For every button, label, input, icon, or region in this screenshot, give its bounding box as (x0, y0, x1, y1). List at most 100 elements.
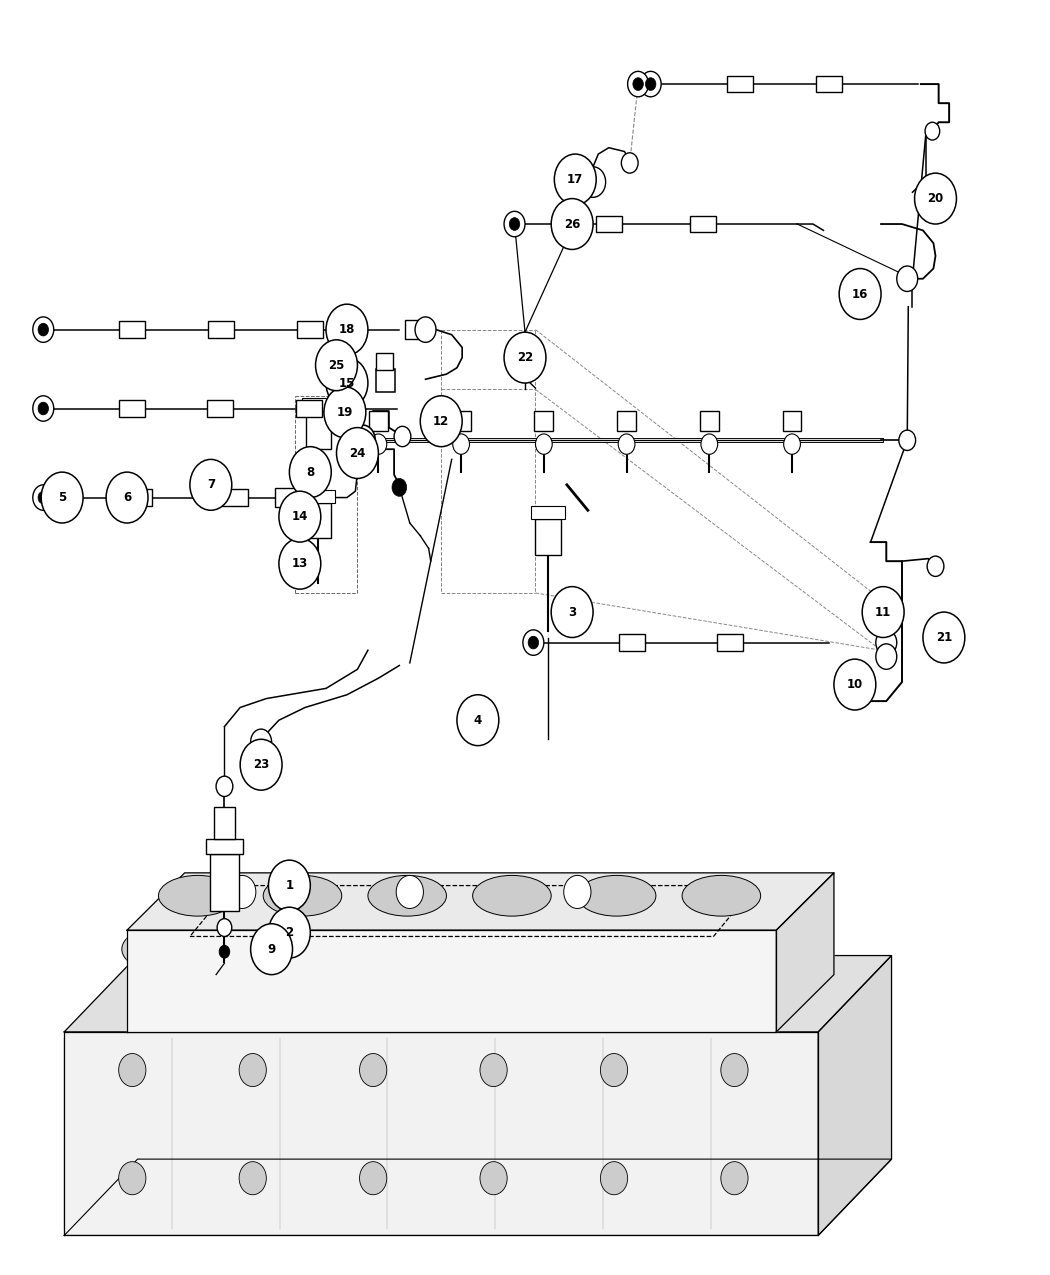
Circle shape (564, 876, 591, 909)
Circle shape (640, 71, 662, 97)
Text: 12: 12 (433, 414, 449, 427)
Bar (296, 400, 322, 417)
Circle shape (106, 472, 148, 523)
Circle shape (618, 434, 635, 454)
Bar (119, 400, 145, 417)
Circle shape (876, 630, 897, 655)
Circle shape (269, 861, 311, 912)
Circle shape (899, 430, 916, 450)
Bar (297, 321, 323, 338)
Polygon shape (127, 929, 776, 1031)
Bar (275, 488, 304, 507)
Text: 2: 2 (286, 926, 293, 940)
Bar (816, 75, 842, 92)
Circle shape (359, 1162, 386, 1195)
Circle shape (239, 1053, 267, 1086)
Circle shape (229, 876, 256, 909)
Ellipse shape (530, 924, 635, 974)
Bar (214, 807, 235, 839)
Text: 8: 8 (307, 465, 314, 478)
Circle shape (628, 71, 649, 97)
Circle shape (581, 167, 606, 198)
Ellipse shape (667, 924, 771, 974)
Circle shape (38, 491, 48, 504)
Bar (617, 411, 636, 431)
Text: 1: 1 (286, 878, 293, 892)
Circle shape (915, 173, 957, 224)
Text: 20: 20 (927, 193, 944, 205)
Text: 11: 11 (875, 606, 891, 618)
Circle shape (359, 1053, 386, 1086)
Circle shape (876, 644, 897, 669)
Circle shape (523, 630, 544, 655)
Circle shape (862, 586, 904, 638)
Circle shape (33, 317, 54, 343)
Ellipse shape (258, 924, 362, 974)
Text: 18: 18 (339, 323, 355, 337)
Circle shape (217, 919, 232, 936)
Circle shape (721, 1053, 748, 1086)
Circle shape (33, 395, 54, 421)
Bar (304, 502, 331, 538)
Bar (618, 635, 645, 650)
Circle shape (396, 876, 423, 909)
Circle shape (269, 908, 311, 958)
Text: 21: 21 (936, 631, 952, 644)
Circle shape (350, 425, 375, 455)
Circle shape (536, 434, 552, 454)
Bar (690, 215, 716, 232)
Bar (126, 490, 152, 506)
Text: 10: 10 (846, 678, 863, 691)
Circle shape (41, 472, 83, 523)
Ellipse shape (368, 876, 446, 917)
Ellipse shape (578, 876, 656, 917)
Bar (531, 506, 565, 519)
Circle shape (551, 199, 593, 250)
Ellipse shape (394, 924, 499, 974)
Text: 24: 24 (350, 446, 365, 459)
Circle shape (38, 402, 48, 414)
Bar (307, 411, 331, 449)
Circle shape (324, 386, 365, 437)
Circle shape (327, 305, 368, 354)
Text: 14: 14 (292, 510, 308, 523)
Polygon shape (64, 1159, 891, 1235)
Bar (376, 368, 395, 391)
Circle shape (601, 1162, 628, 1195)
Bar (223, 490, 249, 506)
Circle shape (897, 266, 918, 292)
Bar (782, 411, 801, 431)
Bar (369, 411, 387, 431)
Polygon shape (127, 873, 834, 929)
Bar (452, 411, 470, 431)
Circle shape (420, 395, 462, 446)
Circle shape (453, 434, 469, 454)
Text: 25: 25 (329, 358, 344, 372)
Circle shape (279, 491, 321, 542)
Text: 6: 6 (123, 491, 131, 504)
Text: 4: 4 (474, 714, 482, 727)
Circle shape (510, 343, 540, 377)
Circle shape (509, 218, 520, 231)
Circle shape (923, 612, 965, 663)
Bar (700, 411, 719, 431)
Text: 22: 22 (517, 351, 533, 365)
Circle shape (316, 340, 357, 390)
Polygon shape (64, 1031, 818, 1235)
Circle shape (504, 212, 525, 237)
Text: 7: 7 (207, 478, 215, 491)
Circle shape (239, 1162, 267, 1195)
Text: 23: 23 (253, 759, 269, 771)
Bar (120, 321, 145, 338)
Bar (210, 854, 239, 912)
Circle shape (279, 538, 321, 589)
Circle shape (622, 153, 638, 173)
Circle shape (336, 427, 378, 478)
Circle shape (480, 1053, 507, 1086)
Ellipse shape (264, 876, 341, 917)
Bar (206, 839, 244, 854)
Text: 17: 17 (567, 173, 584, 186)
Circle shape (219, 945, 230, 958)
Bar (300, 490, 335, 502)
Bar (376, 352, 393, 370)
